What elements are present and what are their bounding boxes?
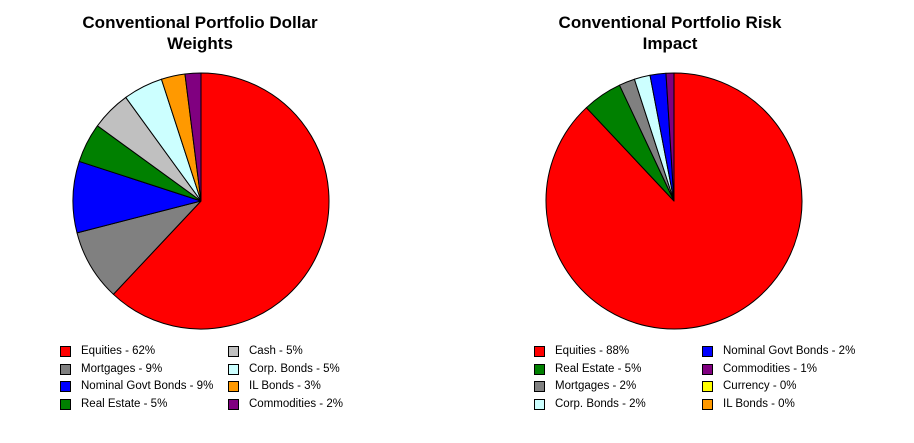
legend-label: Real Estate - 5% [555,362,642,375]
legend-swatch [534,381,545,393]
legend-item-currency: Currency - 0% [702,378,855,396]
legend-swatch [534,399,545,411]
legend-item-commodities: Commodities - 2% [228,396,343,414]
legend-label: Corp. Bonds - 5% [249,362,340,375]
legend-item-il-bonds: IL Bonds - 0% [702,396,855,414]
legend-label: Mortgages - 2% [555,380,637,393]
legend-label: IL Bonds - 3% [249,380,321,393]
pie-slice-commodities [665,72,675,202]
legend-item-equities: Equities - 62% [60,343,213,361]
pie-slice-commodities [184,72,202,202]
legend-label: Equities - 62% [81,345,156,357]
legend-item-equities: Equities - 88% [534,343,646,361]
chart-title: Conventional Portfolio Risk Impact [470,12,870,54]
legend-item-nominal-govt-bonds: Nominal Govt Bonds - 9% [60,378,213,396]
legend-swatch [702,363,713,375]
legend-swatch [702,346,713,358]
legend-item-corp-bonds: Corp. Bonds - 5% [228,361,343,379]
chart-title-line-1: Conventional Portfolio Risk [558,13,782,32]
legend-swatch [60,381,71,393]
legend-label: Nominal Govt Bonds - 2% [723,345,856,357]
risk-impact-chart: Conventional Portfolio Risk Impact Equit… [470,0,870,443]
risk-impact-pie [545,72,803,330]
legend-label: Equities - 88% [555,345,630,357]
legend-swatch [228,381,239,393]
legend-item-cash: Cash - 5% [228,343,343,361]
dollar-weights-chart: Conventional Portfolio Dollar Weights Eq… [0,0,400,443]
legend-label: Real Estate - 5% [81,397,168,410]
dollar-weights-pie [72,72,330,330]
legend-label: Corp. Bonds - 2% [555,397,646,410]
legend-item-real-estate: Real Estate - 5% [60,396,213,414]
legend-label: Nominal Govt Bonds - 9% [81,380,214,393]
legend-swatch [60,363,71,375]
legend-label: Commodities - 1% [723,362,817,375]
legend-column-2: Nominal Govt Bonds - 2% Commodities - 1% C… [702,343,855,413]
chart-title-line-1: Conventional Portfolio Dollar [82,13,318,32]
legend-label: Commodities - 2% [249,397,343,410]
chart-title-line-2: Weights [167,34,233,53]
legend-item-mortgages: Mortgages - 9% [60,361,213,379]
legend-label: Currency - 0% [723,380,797,393]
legend-swatch [60,399,71,411]
legend-swatch [702,381,713,393]
legend-item-commodities: Commodities - 1% [702,361,855,379]
legend-swatch [534,346,545,358]
legend-column-1: Equities - 88% Real Estate - 5% Mortgages … [534,343,646,413]
legend-swatch [228,363,239,375]
pie-slice-equities [112,72,330,330]
legend-item-nominal-govt-bonds: Nominal Govt Bonds - 2% [702,343,855,361]
legend-swatch [60,346,71,358]
legend-label: Mortgages - 9% [81,362,163,375]
legend-label: Cash - 5% [249,345,303,357]
legend-column-1: Equities - 62% Mortgages - 9% Nominal Govt… [60,343,213,413]
legend-swatch [228,346,239,358]
legend-item-corp-bonds: Corp. Bonds - 2% [534,396,646,414]
legend-column-2: Cash - 5% Corp. Bonds - 5% IL Bonds - 3% Co… [228,343,343,413]
legend-label: IL Bonds - 0% [723,397,795,410]
legend-swatch [534,363,545,375]
chart-title-line-2: Impact [642,34,698,53]
legend-item-mortgages: Mortgages - 2% [534,378,646,396]
chart-title: Conventional Portfolio Dollar Weights [0,12,400,54]
legend-item-real-estate: Real Estate - 5% [534,361,646,379]
legend-swatch [228,399,239,411]
legend-item-il-bonds: IL Bonds - 3% [228,378,343,396]
legend-swatch [702,399,713,411]
